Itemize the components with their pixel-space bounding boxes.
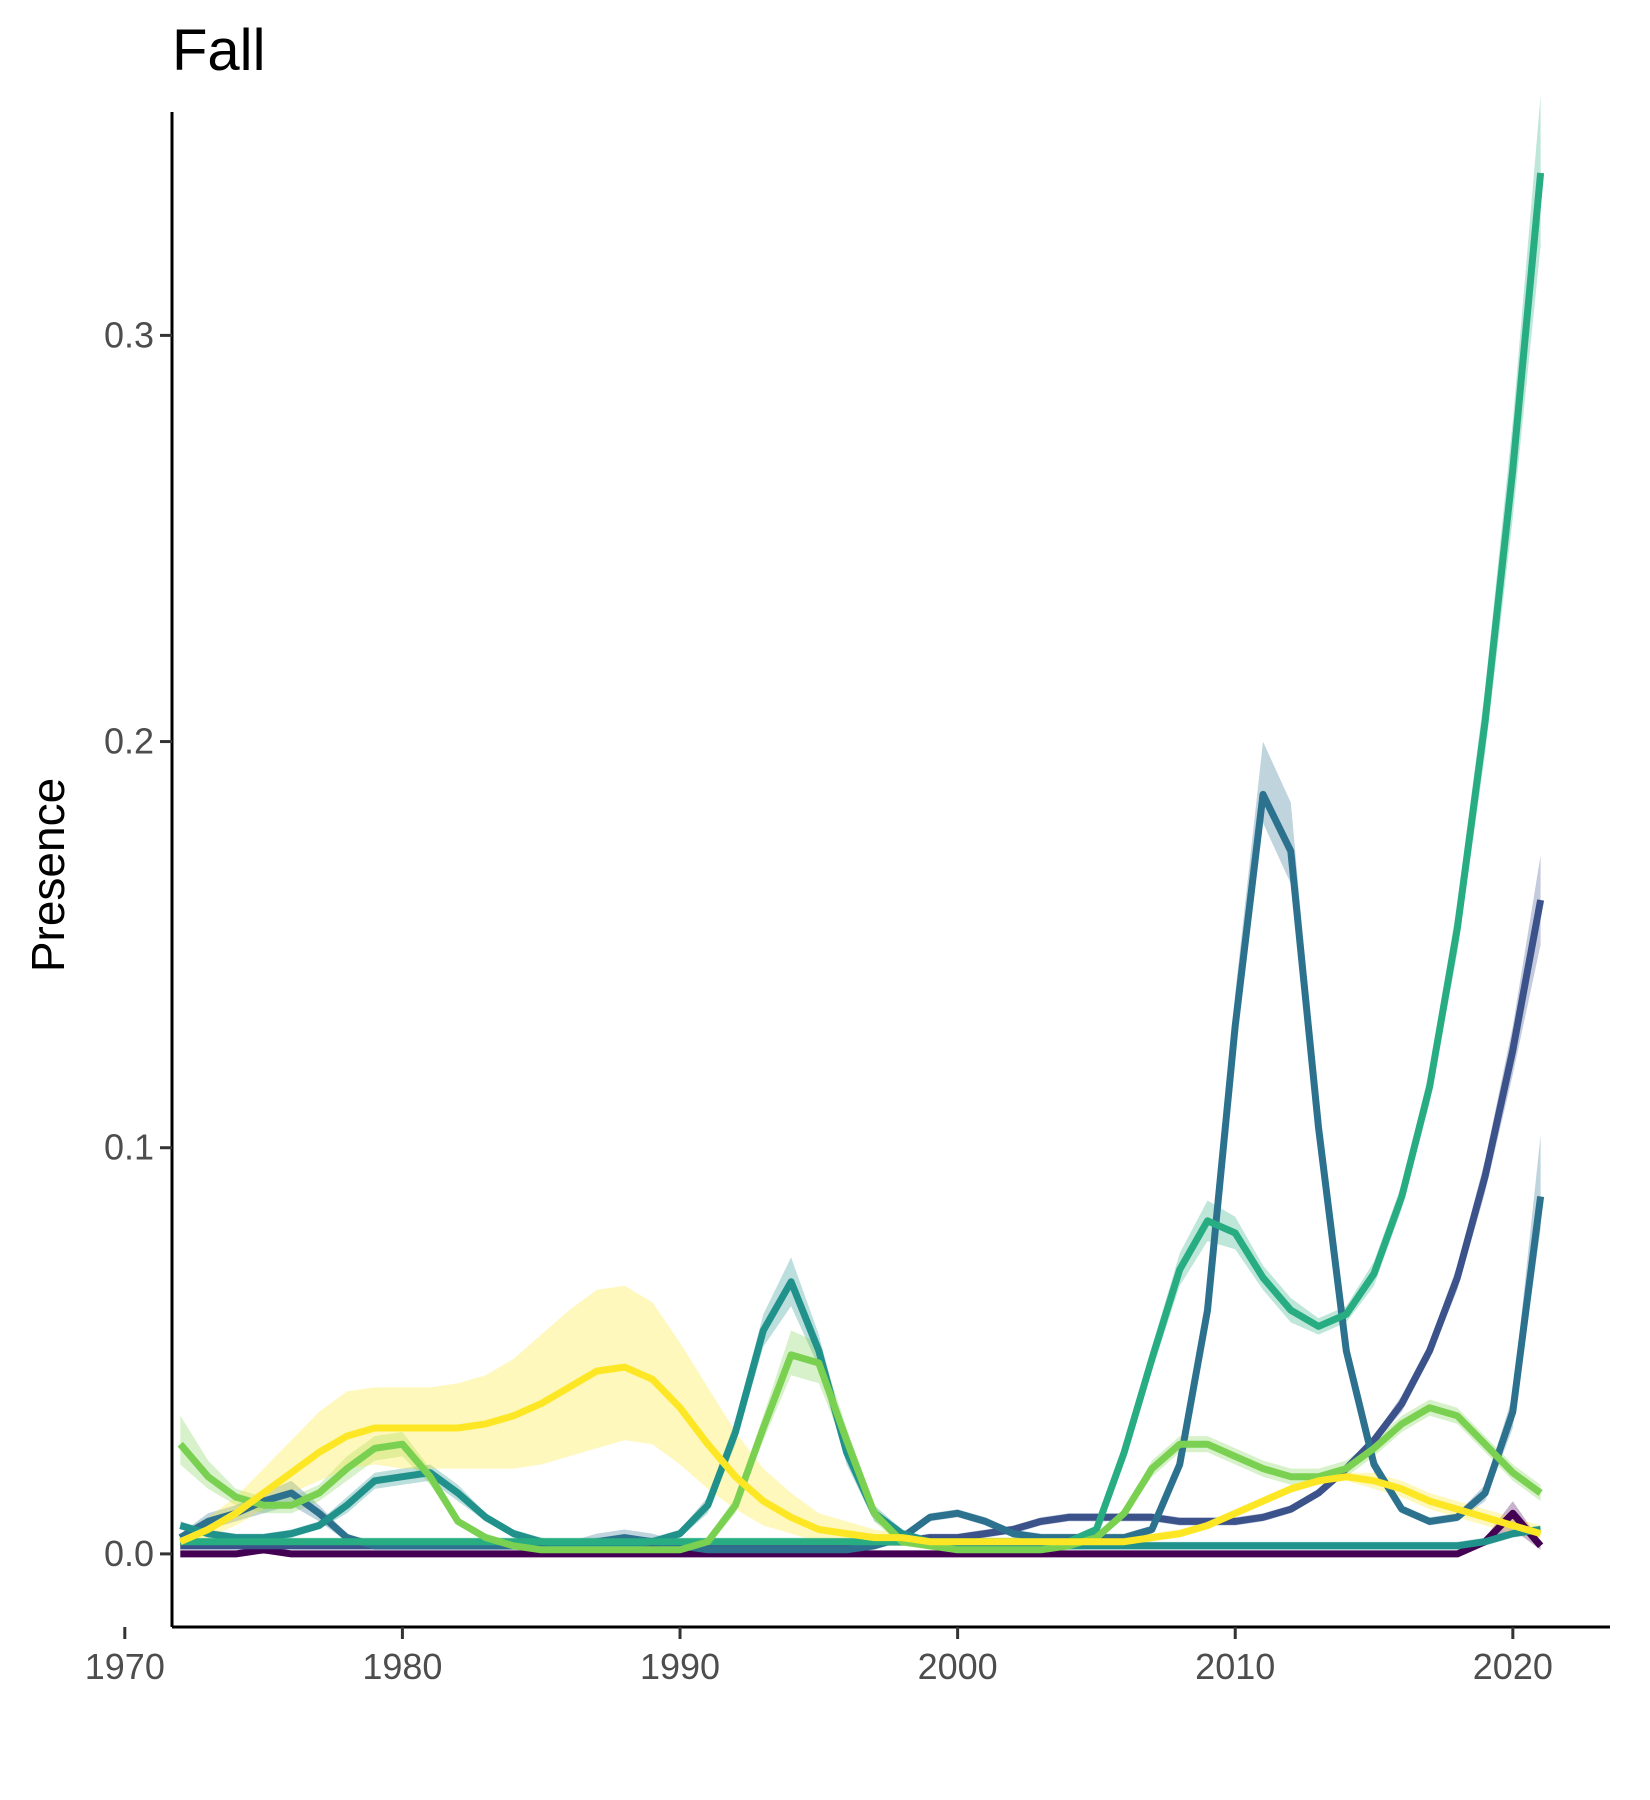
y-axis-title: Presence [22,778,74,972]
series-line-7 [178,1363,1542,1546]
y-ticks: 0.0 0.1 0.2 0.3 [104,314,172,1574]
axes [170,112,1610,1629]
series-line-6 [177,1351,1543,1554]
y-tick-label: 0.2 [104,721,154,762]
x-tick-label: 1990 [640,1646,720,1687]
x-tick-label: 1970 [85,1646,165,1687]
series-line-5 [180,172,1545,1546]
x-tick-label: 2010 [1195,1646,1275,1687]
chart-title: Fall [172,18,265,83]
series-line-3 [178,790,1545,1554]
x-tick-label: 2000 [918,1646,998,1687]
x-tick-label: 1980 [362,1646,442,1687]
confidence-band-5 [180,95,1541,1546]
x-tick-label: 2020 [1473,1646,1553,1687]
series-line-1 [180,1509,1544,1558]
x-ticks: 1970 1980 1990 2000 2010 2020 [85,1627,1553,1687]
y-tick-label: 0.0 [104,1533,154,1574]
confidence-bands [180,95,1541,1554]
y-tick-label: 0.1 [104,1127,154,1168]
confidence-band-4 [180,1257,1541,1550]
series-lines [177,172,1545,1558]
y-tick-label: 0.3 [104,314,154,355]
confidence-band-7 [180,1285,1541,1546]
